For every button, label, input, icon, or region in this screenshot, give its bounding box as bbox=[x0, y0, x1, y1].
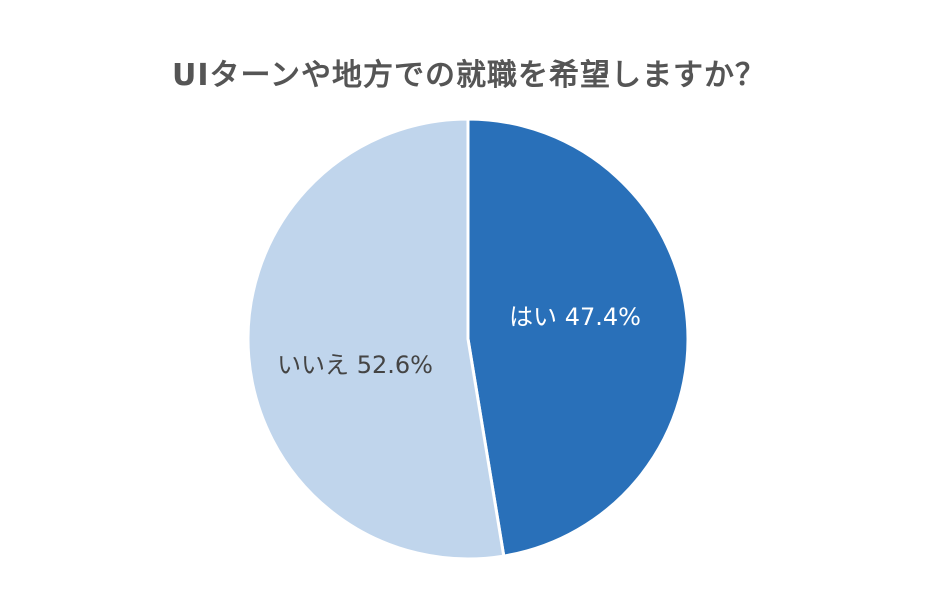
slice-label-no: いいえ 52.6% bbox=[277, 351, 433, 379]
pie-slice-yes bbox=[466, 117, 690, 558]
chart-title: UIターンや地方での就職を希望しますか？ bbox=[171, 58, 767, 93]
slice-label-yes: はい 47.4% bbox=[509, 303, 641, 331]
pie-slice-no bbox=[246, 117, 506, 561]
pie-slices bbox=[246, 117, 690, 561]
pie-labels: はい 47.4% いいえ 52.6% bbox=[277, 303, 641, 379]
